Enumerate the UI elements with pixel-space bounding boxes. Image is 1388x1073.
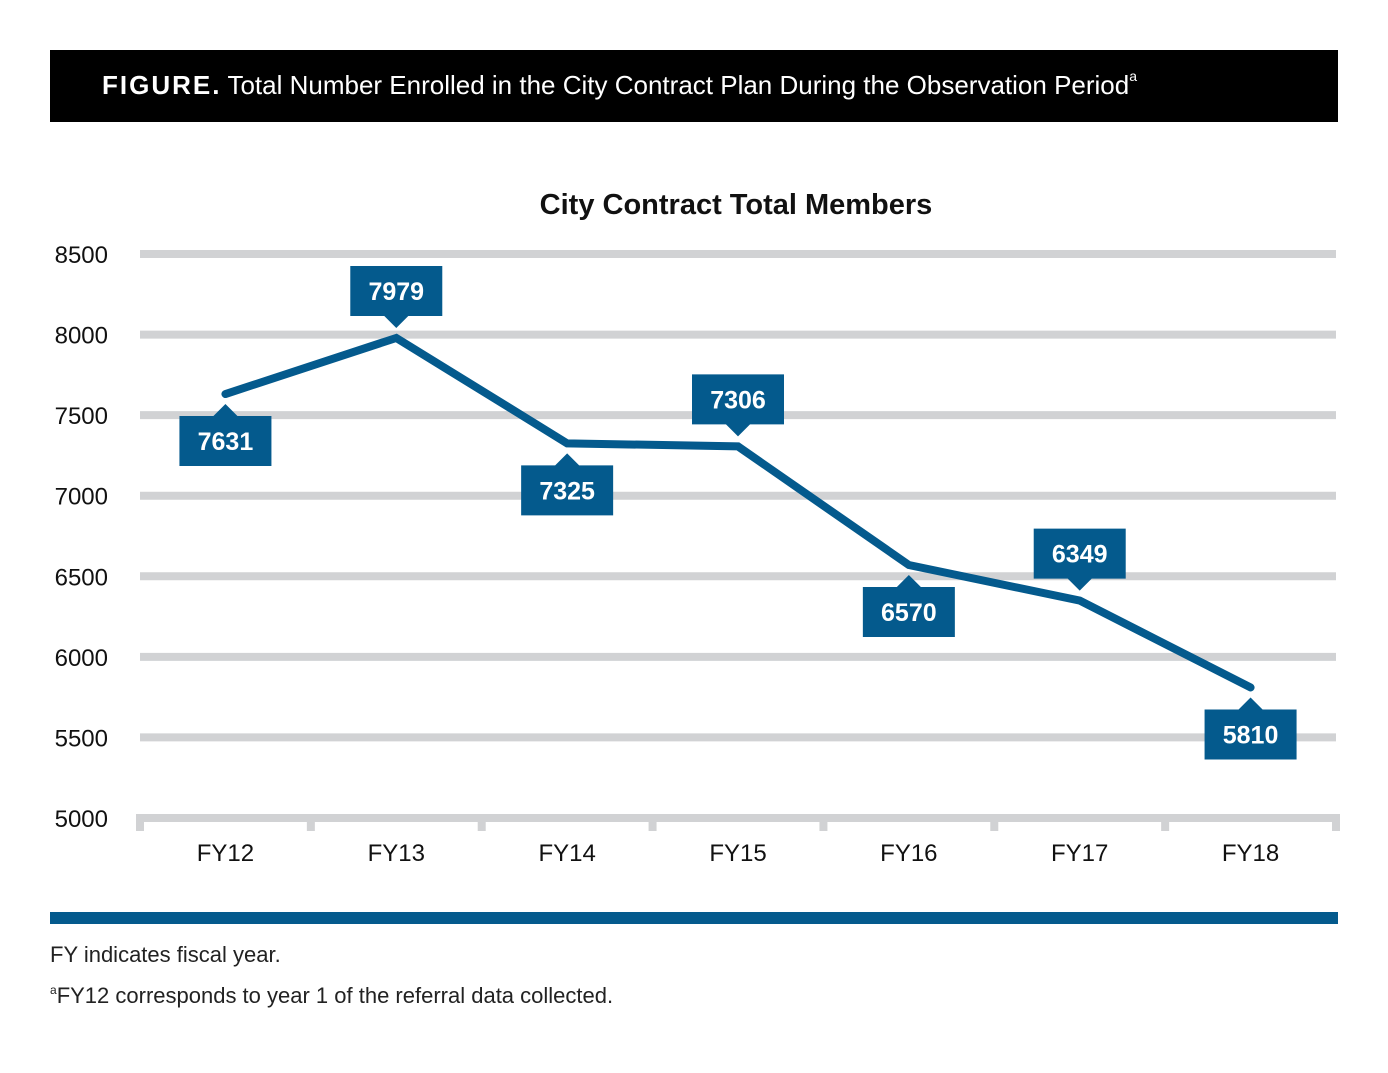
- x-tick-label: FY13: [368, 840, 425, 867]
- data-label: 7306: [692, 374, 784, 437]
- y-tick-label: 7000: [55, 484, 108, 511]
- data-label: 7325: [521, 453, 614, 516]
- x-tick-label: FY18: [1222, 840, 1279, 867]
- footnote-a: aFY12 corresponds to year 1 of the refer…: [50, 983, 613, 1009]
- y-tick-label: 6000: [55, 645, 108, 672]
- y-tick-label: 7500: [55, 403, 108, 430]
- figure-title-text: Total Number Enrolled in the City Contra…: [227, 70, 1130, 100]
- data-label-callout: [692, 374, 784, 437]
- y-tick-label: 8000: [55, 323, 108, 350]
- data-label: 6349: [1033, 528, 1126, 591]
- figure-header: FIGURE. Total Number Enrolled in the City…: [50, 50, 1338, 122]
- footer-rule: [50, 912, 1338, 924]
- data-label-text: 7325: [539, 477, 595, 505]
- data-label: 6570: [862, 575, 955, 638]
- data-label-callout: [179, 404, 272, 467]
- y-tick-label: 5500: [55, 725, 108, 752]
- y-tick-label: 8500: [55, 242, 108, 269]
- footnote-a-text: FY12 corresponds to year 1 of the referr…: [56, 983, 614, 1008]
- data-label: 7979: [350, 265, 443, 328]
- line-chart: City Contract Total Members 5000 5500 6000…: [55, 189, 1340, 867]
- data-label-text: 5810: [1223, 721, 1279, 749]
- x-tick-label: FY16: [880, 840, 937, 867]
- footnote-a-superscript: a: [50, 983, 57, 997]
- x-tick-label: FY12: [197, 840, 254, 867]
- y-tick-label: 6500: [55, 564, 108, 591]
- data-label: 5810: [1204, 697, 1297, 760]
- x-tick-label: FY15: [709, 840, 766, 867]
- data-label-callout: [1204, 697, 1297, 760]
- y-tick-label: 5000: [55, 806, 108, 833]
- figure-title-superscript: a: [1129, 68, 1138, 84]
- figure-label: FIGURE.: [102, 70, 222, 100]
- data-label-callout: [1033, 528, 1126, 591]
- footnote-fy: FY indicates fiscal year.: [50, 942, 281, 967]
- data-label-text: 6349: [1052, 541, 1108, 569]
- data-label-callout: [862, 575, 955, 638]
- data-label: 7631: [179, 404, 272, 467]
- x-tick-label: FY14: [538, 840, 595, 867]
- data-label-text: 7306: [710, 386, 766, 414]
- figure-title: FIGURE. Total Number Enrolled in the City…: [102, 68, 1138, 101]
- data-label-text: 7979: [368, 278, 424, 306]
- data-label-text: 7631: [198, 428, 254, 456]
- data-label-callout: [350, 265, 443, 328]
- data-label-callout: [521, 453, 614, 516]
- chart-title: City Contract Total Members: [540, 189, 933, 221]
- x-tick-label: FY17: [1051, 840, 1108, 867]
- data-label-text: 6570: [881, 599, 937, 627]
